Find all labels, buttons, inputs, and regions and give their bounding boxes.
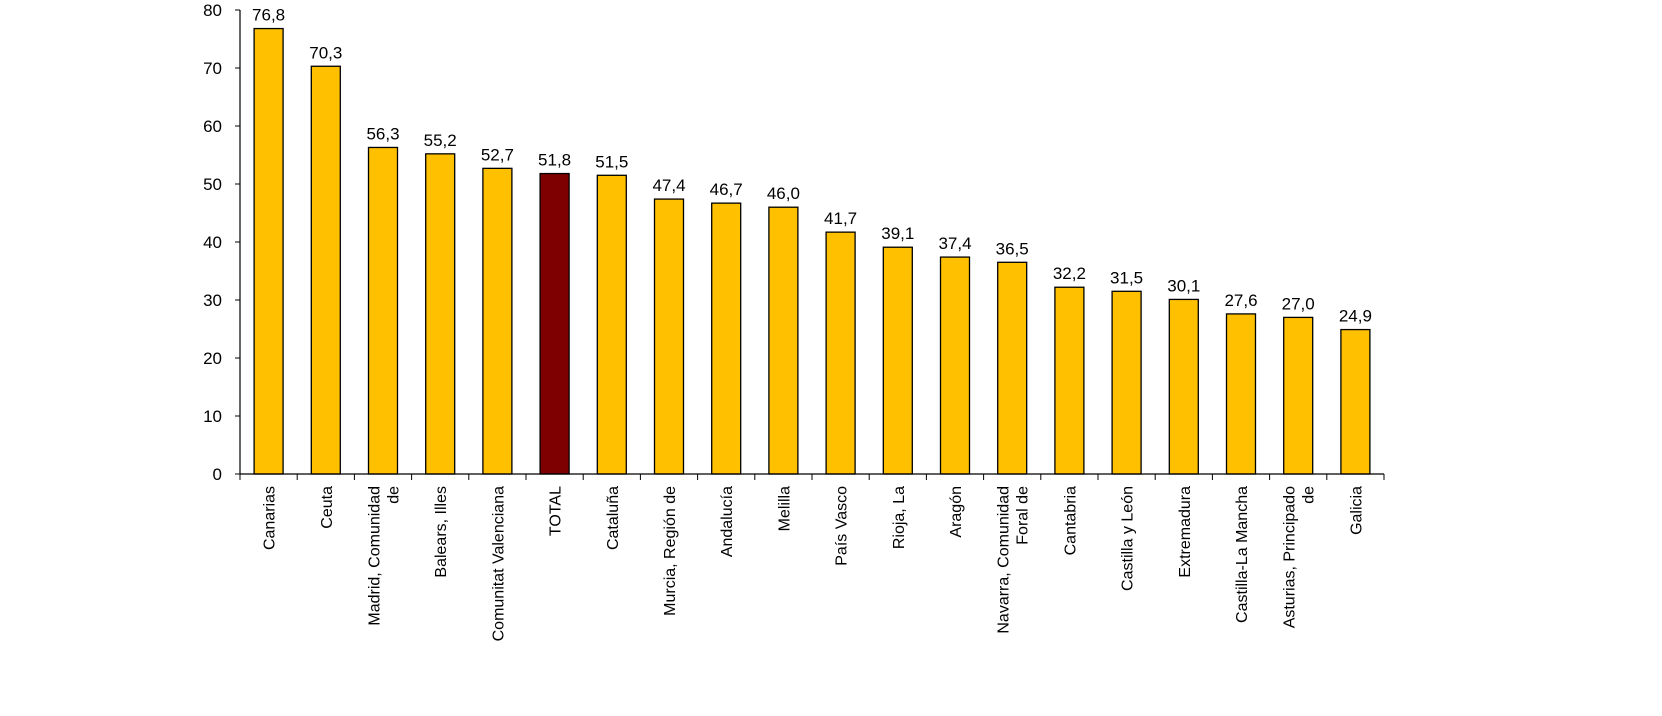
x-category-label-line: Madrid, Comunidad <box>367 486 384 626</box>
x-category-label-line: Castilla-La Mancha <box>1234 486 1251 623</box>
x-category-label-line: Cataluña <box>605 486 622 550</box>
bar <box>482 167 513 475</box>
bar <box>367 146 399 475</box>
data-label: 32,2 <box>1053 264 1086 283</box>
data-label: 27,0 <box>1282 294 1315 313</box>
x-category-label: Ceuta <box>319 486 336 529</box>
y-tick-label: 20 <box>203 349 222 368</box>
data-label: 51,5 <box>595 152 628 171</box>
data-label: 55,2 <box>424 131 457 150</box>
x-category-label-line: Castilla y León <box>1120 486 1137 591</box>
x-category-label-line: Canarias <box>262 486 279 550</box>
data-label: 76,8 <box>252 6 285 25</box>
x-category-label-line: Andalucía <box>719 486 736 557</box>
bar <box>253 27 284 475</box>
x-category-label-line: Murcia, Región de <box>662 486 679 616</box>
x-category-label: Castilla-La Mancha <box>1234 486 1251 623</box>
x-category-label-line: Navarra, Comunidad <box>996 486 1013 634</box>
x-category-label-line: Foral de <box>1015 486 1032 545</box>
y-tick-label: 40 <box>203 233 222 252</box>
bar <box>711 202 742 475</box>
bar <box>1225 313 1257 475</box>
bar <box>882 246 913 475</box>
data-label: 36,5 <box>996 239 1029 258</box>
x-category-label-line: de <box>1301 486 1318 504</box>
x-category-label: Balears, Illes <box>433 486 450 578</box>
y-tick-label: 30 <box>203 291 222 310</box>
data-label: 31,5 <box>1110 268 1143 287</box>
bar <box>825 231 856 475</box>
x-category-label: Murcia, Región de <box>662 486 679 616</box>
data-label: 27,6 <box>1224 291 1257 310</box>
x-category-label: Aragón <box>948 486 965 538</box>
bar <box>310 65 341 475</box>
x-category-label-line: Melilla <box>776 486 793 531</box>
bar <box>939 256 971 475</box>
x-category-label: Cataluña <box>605 486 622 550</box>
bar <box>997 261 1028 475</box>
x-category-label: País Vasco <box>834 486 851 566</box>
x-axis: Canarias Ceuta Madrid, Comunidad de Balears,… <box>239 473 1385 641</box>
x-category-label-line: de <box>386 486 403 504</box>
x-category-label: Canarias <box>262 486 279 550</box>
y-tick-label: 60 <box>203 117 222 136</box>
y-tick-label: 50 <box>203 175 222 194</box>
bar <box>596 174 627 475</box>
data-label: 52,7 <box>481 145 514 164</box>
y-tick-label: 0 <box>213 465 222 484</box>
y-tick-label: 70 <box>203 59 222 78</box>
x-category-label: Castilla y León <box>1120 486 1137 591</box>
data-label: 51,8 <box>538 151 571 170</box>
x-category-label-line: Balears, Illes <box>433 486 450 578</box>
bar <box>1054 286 1085 475</box>
x-category-label: TOTAL <box>548 486 565 536</box>
x-category-label-line: Galicia <box>1348 486 1365 535</box>
x-category-label-line: País Vasco <box>834 486 851 566</box>
x-category-label-line: Asturias, Principado <box>1282 486 1299 628</box>
x-category-label-line: Comunitat Valenciana <box>490 486 507 641</box>
x-category-label: Extremadura <box>1177 486 1194 578</box>
data-label: 56,3 <box>366 124 399 143</box>
data-label: 70,3 <box>309 43 342 62</box>
x-category-label: Navarra, Comunidad Foral de <box>996 486 1032 634</box>
data-labels: 76,8 70,3 56,3 55,2 52,7 51,8 51,5 47,4 46,7 46,0… <box>252 6 1372 326</box>
data-label: 46,0 <box>767 184 800 203</box>
y-tick-label: 80 <box>203 1 222 20</box>
bar <box>1168 298 1199 475</box>
bar <box>1340 328 1371 475</box>
x-category-label: Andalucía <box>719 486 736 557</box>
x-category-label-line: Aragón <box>948 486 965 538</box>
x-category-label: Galicia <box>1348 486 1365 535</box>
x-category-label-line: Cantabria <box>1062 486 1079 555</box>
bar <box>768 206 799 475</box>
x-category-label-line: TOTAL <box>548 486 565 536</box>
bar <box>1111 290 1142 475</box>
bars <box>253 27 1371 475</box>
x-category-label-line: Extremadura <box>1177 486 1194 578</box>
y-axis: 0 10 20 30 40 50 60 70 80 <box>203 1 241 484</box>
x-category-label: Rioja, La <box>891 486 908 549</box>
data-label: 46,7 <box>710 180 743 199</box>
x-category-label-line: Rioja, La <box>891 486 908 549</box>
bar <box>425 153 456 475</box>
data-label: 41,7 <box>824 209 857 228</box>
data-label: 39,1 <box>881 224 914 243</box>
data-label: 37,4 <box>938 234 971 253</box>
y-tick-label: 10 <box>203 407 222 426</box>
x-category-label: Melilla <box>776 486 793 531</box>
bar <box>539 172 570 475</box>
x-category-label: Madrid, Comunidad de <box>367 486 403 626</box>
x-category-label: Comunitat Valenciana <box>490 486 507 641</box>
x-category-label-line: Ceuta <box>319 486 336 529</box>
data-label: 24,9 <box>1339 307 1372 326</box>
x-category-label: Cantabria <box>1062 486 1079 555</box>
data-label: 30,1 <box>1167 276 1200 295</box>
x-category-label: Asturias, Principado de <box>1282 486 1318 628</box>
bar <box>1283 316 1314 475</box>
data-label: 47,4 <box>652 176 685 195</box>
bar <box>653 198 685 475</box>
